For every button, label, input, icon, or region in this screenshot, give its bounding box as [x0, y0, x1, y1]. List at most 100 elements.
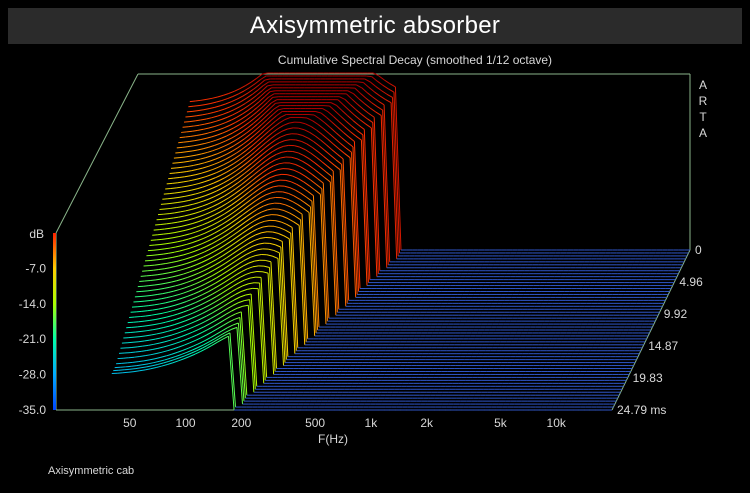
decay-slice-segment — [140, 315, 146, 318]
decay-slice-segment — [317, 151, 324, 157]
decay-slice-segment — [234, 257, 241, 262]
decay-slice-segment — [251, 106, 258, 113]
decay-slice-segment — [220, 294, 227, 300]
decay-slice-segment — [229, 313, 236, 318]
decay-slice-segment — [286, 174, 293, 177]
decay-slice-segment — [168, 290, 174, 293]
decay-slice-segment — [242, 174, 249, 180]
decay-slice-segment — [261, 85, 268, 92]
decay-slice-segment — [280, 221, 287, 225]
decay-slice-segment — [352, 120, 360, 126]
decay-slice-segment — [224, 191, 231, 197]
decay-slice-segment — [259, 125, 266, 131]
decay-slice-segment — [166, 353, 172, 357]
decay-slice-segment — [158, 268, 165, 271]
decay-slice-segment — [231, 326, 238, 330]
decay-slice-segment — [388, 88, 395, 93]
decay-slice-segment — [163, 252, 169, 255]
decay-slice-segment — [301, 140, 308, 145]
decay-slice-segment — [316, 129, 323, 135]
decay-slice-segment — [322, 108, 329, 113]
decay-slice-segment — [271, 128, 279, 134]
decay-slice-segment — [336, 105, 343, 111]
decay-slice-segment — [186, 261, 193, 264]
decay-slice-segment — [316, 156, 323, 163]
decay-slice-segment — [202, 184, 209, 188]
decay-slice-segment — [295, 164, 302, 168]
decay-slice-segment — [203, 235, 210, 239]
decay-slice-segment — [238, 155, 245, 161]
decay-slice-segment — [162, 330, 168, 334]
x-tick-label: 200 — [231, 416, 251, 430]
decay-slice-segment — [189, 320, 196, 325]
decay-slice-segment — [229, 122, 236, 126]
decay-slice-segment — [272, 109, 279, 116]
decay-slice-segment — [276, 111, 283, 117]
decay-slice-segment — [205, 243, 212, 247]
decay-slice-segment — [171, 280, 177, 283]
decay-slice-segment — [237, 305, 243, 309]
decay-slice-segment — [167, 256, 173, 259]
decay-slice-segment — [155, 317, 162, 320]
decay-slice-segment — [157, 233, 164, 236]
decay-slice-segment — [200, 348, 207, 352]
decay-slice-segment — [149, 264, 155, 267]
decay-slice-segment — [186, 280, 193, 284]
decay-slice-segment — [217, 94, 224, 98]
watermark-letter: A — [699, 126, 707, 140]
decay-slice-segment — [318, 172, 326, 178]
decay-slice-segment — [215, 260, 222, 265]
decay-slice-segment — [172, 346, 179, 350]
decay-slice-segment — [303, 155, 310, 160]
decay-slice-segment — [187, 293, 194, 297]
decay-slice-segment — [193, 234, 200, 238]
decay-slice-segment — [203, 304, 210, 309]
decay-slice-segment — [208, 338, 215, 343]
decay-slice-segment — [162, 272, 169, 275]
decay-slice-segment — [363, 129, 371, 280]
decay-slice-segment — [261, 209, 268, 213]
decay-slice-segment — [137, 345, 143, 348]
decay-slice-segment — [142, 344, 149, 347]
decay-slice-segment — [264, 177, 271, 181]
decay-slice-segment — [312, 147, 319, 153]
decay-slice-segment — [265, 102, 272, 109]
decay-slice-segment — [247, 225, 254, 231]
decay-slice-segment — [188, 125, 194, 128]
decay-slice-segment — [296, 209, 303, 215]
decay-slice-segment — [354, 114, 361, 121]
decay-slice-segment — [252, 243, 259, 247]
decay-slice-segment — [243, 87, 250, 92]
decay-slice-segment — [175, 353, 182, 357]
decay-slice-segment — [251, 189, 259, 195]
decay-slice-segment — [367, 92, 374, 98]
decay-slice-segment — [246, 231, 253, 236]
decay-slice-segment — [245, 293, 252, 296]
decay-slice-segment — [160, 243, 167, 245]
decay-slice-segment — [229, 188, 237, 193]
decay-slice-segment — [276, 130, 283, 135]
decay-slice-segment — [194, 248, 201, 252]
decay-slice-segment — [220, 275, 227, 281]
decay-slice-segment — [198, 143, 205, 146]
decay-slice-segment — [334, 138, 341, 144]
decay-slice-segment — [151, 333, 157, 336]
decay-slice-segment — [228, 336, 235, 411]
decay-slice-segment — [223, 124, 230, 129]
decay-slice-segment — [159, 341, 166, 344]
decay-slice-segment — [195, 318, 202, 322]
decay-slice-segment — [234, 189, 241, 195]
decay-slice-segment — [333, 143, 340, 150]
decay-slice-segment — [260, 174, 267, 179]
decay-slice-segment — [240, 273, 247, 278]
decay-slice-segment — [161, 350, 168, 353]
decay-slice-segment — [243, 122, 250, 127]
decay-slice-segment — [228, 280, 235, 285]
decay-slice-segment — [202, 222, 209, 226]
decay-slice-segment — [184, 194, 191, 197]
decay-slice-segment — [214, 317, 221, 322]
decay-slice-segment — [190, 154, 197, 157]
decay-slice-segment — [242, 156, 249, 162]
decay-slice-segment — [264, 78, 271, 81]
